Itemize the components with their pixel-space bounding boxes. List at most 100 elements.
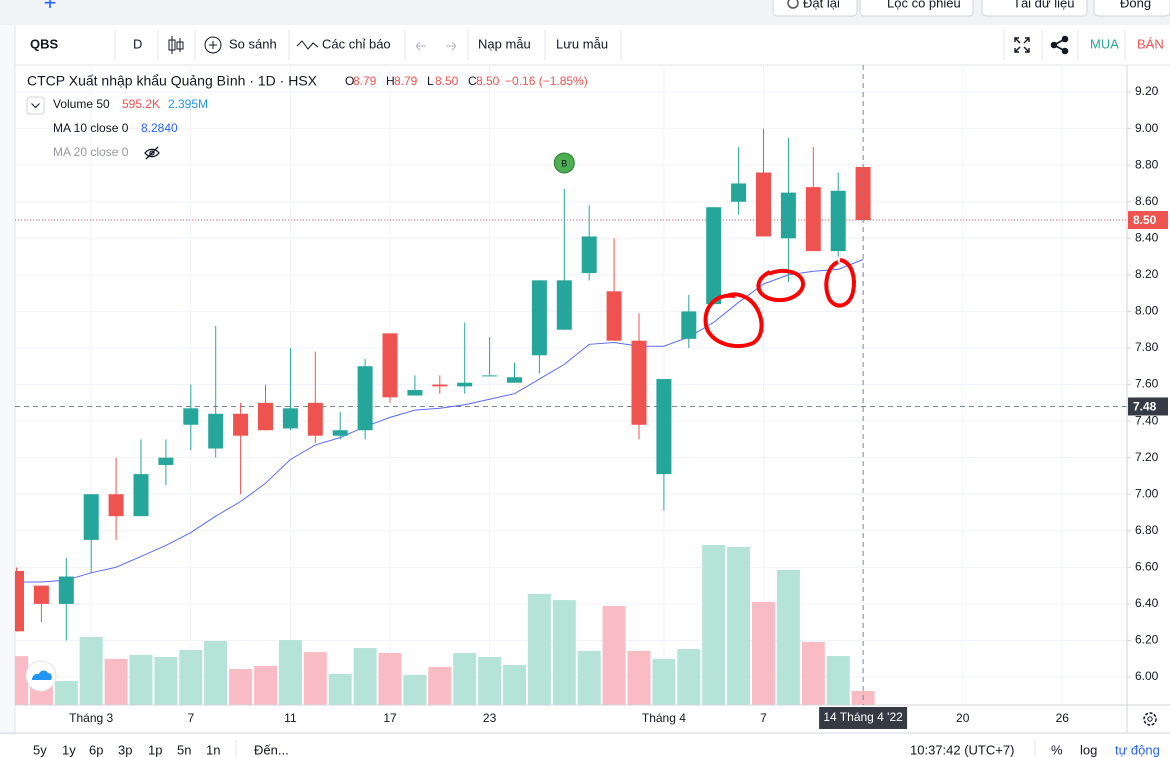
crosshair-x-box (819, 707, 908, 729)
crosshair-x-label: 14 Tháng 4 '22 (823, 710, 903, 724)
sell[interactable]: BÁN (1137, 36, 1164, 51)
candle-body (407, 390, 423, 396)
y-tick-label: 6.00 (1135, 669, 1159, 683)
redo[interactable] (446, 41, 457, 51)
y-tick-label: 8.20 (1135, 267, 1159, 281)
symbol[interactable]: QBS (30, 36, 59, 51)
y-tick-label: 7.60 (1135, 377, 1159, 391)
volume-bar (403, 674, 427, 705)
button[interactable] (1093, 0, 1170, 17)
legend-change: −0.16 (−1.85%) (505, 74, 588, 88)
legend-indicator: MA 10 close 0 (53, 121, 129, 135)
last-price-box (1128, 211, 1168, 230)
candle-body (556, 280, 572, 330)
range-button[interactable]: 5y (33, 742, 47, 757)
volume-bar (129, 654, 153, 705)
candle-body (432, 384, 448, 387)
settings[interactable] (1143, 712, 1157, 726)
share[interactable] (1050, 35, 1069, 55)
volume-bar (602, 605, 626, 705)
volume-bar (478, 657, 502, 705)
button-label[interactable]: Đặt lại (803, 0, 840, 10)
legend-key: L (427, 74, 434, 88)
range-button[interactable]: 1n (206, 742, 220, 757)
y-tick-label: 7.40 (1135, 413, 1159, 427)
chevron (31, 103, 40, 109)
range-button[interactable]: 1y (62, 742, 76, 757)
percent-toggle[interactable]: % (1051, 742, 1063, 757)
candle-body (233, 413, 249, 436)
buy[interactable]: MUA (1090, 36, 1119, 51)
interval[interactable]: D (133, 36, 142, 51)
y-tick-label: 6.20 (1135, 633, 1159, 647)
range-button[interactable]: 5n (177, 742, 191, 757)
volume-bar (54, 681, 78, 705)
compare-icon[interactable] (204, 36, 222, 54)
x-tick-label: Tháng 3 (69, 711, 113, 725)
indicators[interactable]: Các chỉ báo (322, 36, 391, 51)
range-button[interactable]: 3p (118, 742, 132, 757)
goto-date[interactable]: Đến... (254, 742, 289, 757)
volume-bar (801, 641, 825, 705)
legend-indicator-value: 8.2840 (141, 121, 178, 135)
candle-body (133, 474, 149, 517)
volume-bar (503, 665, 526, 705)
candle-body (382, 333, 398, 398)
clock[interactable]: 10:37:42 (UTC+7) (910, 742, 1014, 757)
y-tick-label: 6.80 (1135, 523, 1159, 537)
button[interactable] (772, 0, 858, 17)
bottom-bar: 5y 1y 6p 3p 1p 5n 1n Đến... 10:37:42 (UTC+7)% log… (33, 740, 1160, 757)
drawing (756, 268, 805, 303)
auto-toggle[interactable]: tự động (1115, 742, 1160, 757)
log-toggle[interactable]: log (1080, 742, 1097, 757)
legend-key: C (468, 74, 477, 88)
chart-type-icon[interactable] (168, 36, 184, 54)
hidden-icon[interactable] (144, 146, 160, 160)
add-tab[interactable]: + (44, 0, 57, 15)
volume-bar (577, 650, 601, 705)
volume-bar (229, 669, 253, 705)
volume-bar (254, 665, 277, 705)
signal-label: B (561, 158, 567, 168)
x-tick-label: 7 (187, 711, 194, 725)
range-button[interactable]: 6p (89, 742, 103, 757)
candle-body (357, 366, 373, 431)
save-layout[interactable]: Lưu mẫu (556, 36, 608, 51)
button-label[interactable]: Đóng (1120, 0, 1151, 10)
y-tick-label: 7.00 (1135, 486, 1159, 500)
undo[interactable] (415, 41, 426, 51)
indicator-icon[interactable] (296, 40, 319, 50)
volume-bar (776, 569, 800, 705)
legend-volume-ma: 2.395M (168, 97, 208, 111)
load-layout[interactable]: Nạp mẫu (478, 36, 531, 51)
legend-key: O (345, 74, 354, 88)
axes: 6.00 6.20 6.40 6.60 6.80 7.00 7.20 7.40 7.60 7.80… (69, 84, 1168, 729)
button-label[interactable]: Tải dữ liệu (1013, 0, 1074, 10)
volume-bar (453, 653, 477, 705)
volume-bar (15, 656, 28, 705)
y-tick-label: 8.80 (1135, 157, 1159, 171)
signal-marker (553, 152, 575, 174)
top-buttons: Đặt lại Lọc cổ phiếu Tải dữ liệu Đóng (772, 0, 1170, 17)
volume-bar (552, 600, 576, 705)
button[interactable] (981, 0, 1088, 17)
drawing (824, 258, 856, 308)
candles: B (15, 128, 1127, 641)
compare-icon-plus (209, 41, 217, 49)
top-strip (0, 0, 1170, 25)
range-button[interactable]: 1p (148, 742, 162, 757)
candle-body (58, 576, 74, 604)
button-label[interactable]: Lọc cổ phiếu (887, 0, 961, 10)
volume-bar (627, 650, 651, 705)
crosshair-y-label: 7.48 (1133, 400, 1157, 414)
volume-bar (328, 673, 352, 705)
candle-body (805, 187, 821, 252)
collapse-button[interactable] (26, 96, 45, 115)
button[interactable] (859, 0, 974, 17)
legend-indicator: MA 20 close 0 (53, 145, 129, 159)
fullscreen[interactable] (1014, 37, 1030, 53)
x-tick-label: 23 (483, 711, 497, 725)
legend-volume: Volume 50 (53, 97, 110, 111)
compare[interactable]: So sánh (229, 36, 277, 51)
